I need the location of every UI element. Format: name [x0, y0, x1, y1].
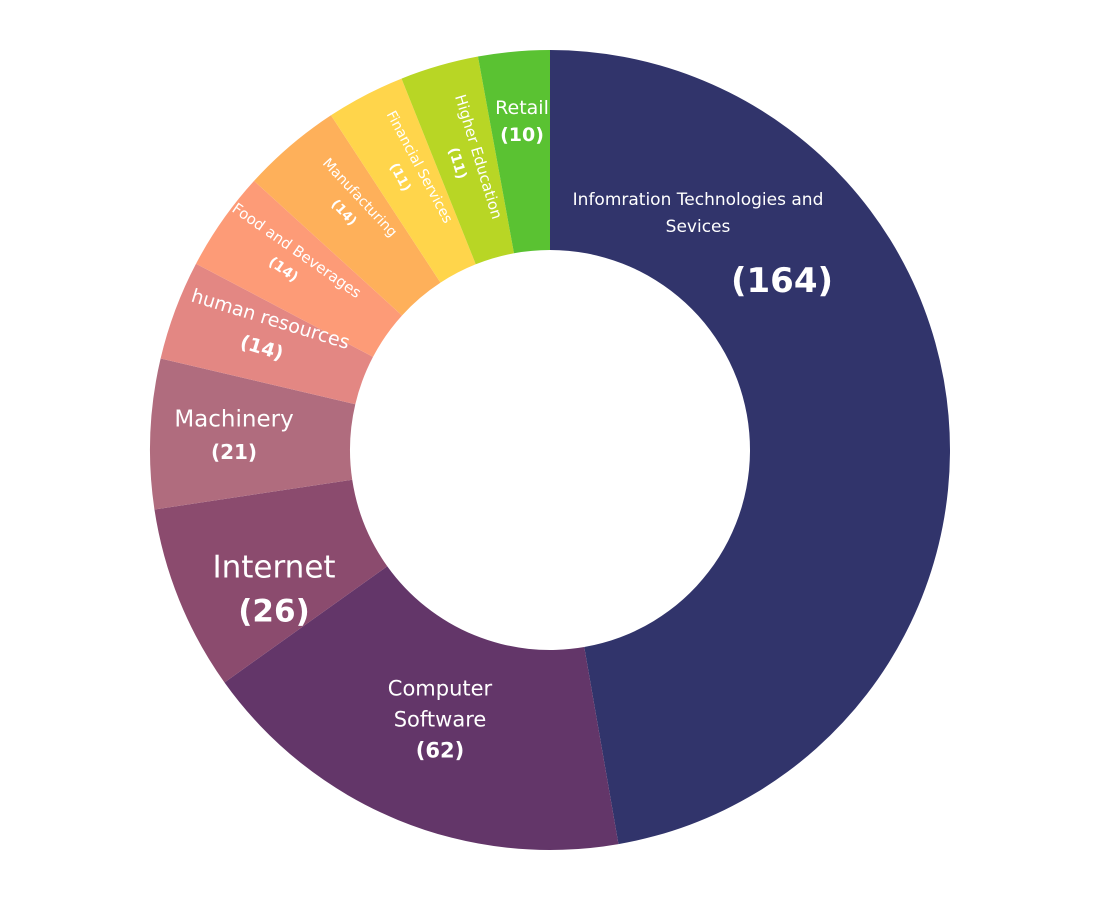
donut-slice-machinery [150, 358, 356, 510]
donut-slice-infomration-technologies-and-sevices [550, 50, 951, 845]
donut-slice-higher-education [401, 56, 514, 265]
donut-slice-manufacturing [254, 115, 441, 316]
donut-slice-retail [477, 50, 550, 254]
donut-slice-computer-software [224, 566, 619, 850]
donut-slice-food-and-beverages [196, 180, 403, 357]
slice-value-label: (62) [416, 738, 464, 762]
slice-value-label: (164) [731, 261, 833, 301]
slice-label: Infomration Technologies and [573, 190, 824, 210]
slice-label: Computer [388, 676, 493, 700]
slice-label: Sevices [666, 217, 731, 237]
slice-label-group: Internet (26) [212, 549, 335, 629]
slice-label-group: Machinery (21) [174, 406, 293, 464]
slice-value-label: (26) [238, 593, 309, 629]
donut-slice-financial-services [330, 78, 476, 283]
slice-label: Machinery [174, 406, 293, 432]
slice-label-group: Computer Software (62) [388, 676, 493, 762]
slice-label: Retail [495, 97, 549, 119]
donut-slice-human-resources [160, 263, 374, 405]
slice-value-label: (21) [211, 440, 257, 464]
slice-value-label: (10) [500, 124, 544, 146]
slice-label: Software [394, 707, 487, 731]
slice-label: Internet [212, 549, 335, 585]
slice-label-group: Retail (10) [495, 97, 549, 146]
slice-label-group: Infomration Technologies and Sevices (164) [573, 190, 833, 301]
donut-slice-internet [154, 479, 388, 683]
